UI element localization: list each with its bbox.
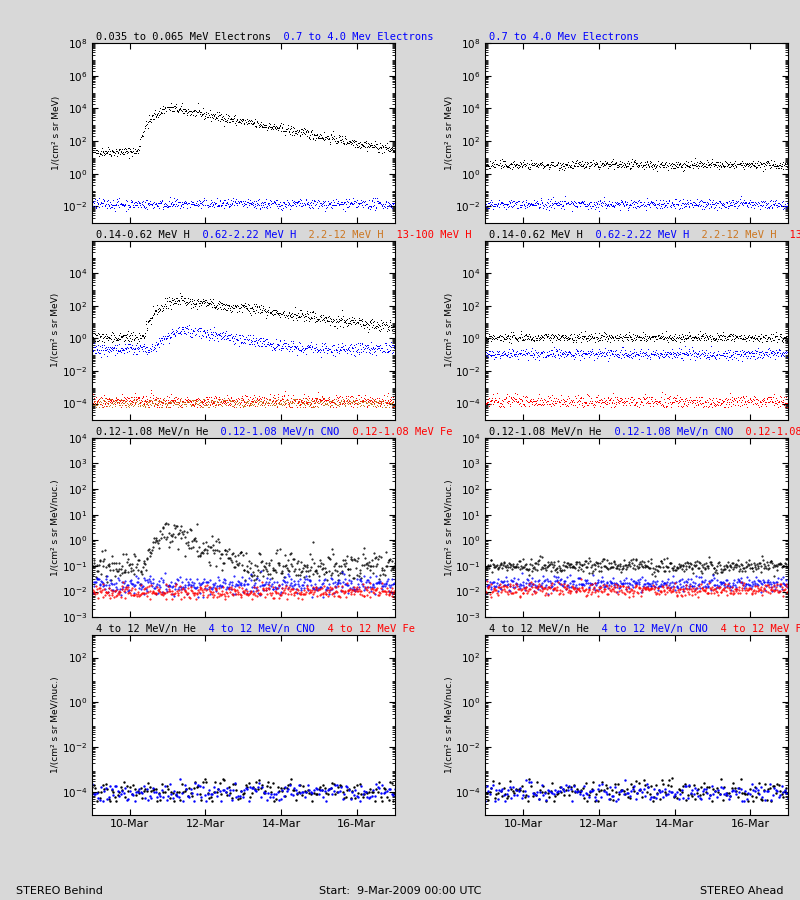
Y-axis label: 1/(cm² s sr MeV/nuc.): 1/(cm² s sr MeV/nuc.) (445, 677, 454, 773)
Y-axis label: 1/(cm² s sr MeV): 1/(cm² s sr MeV) (445, 293, 454, 367)
Text: 0.035 to 0.065 MeV Electrons: 0.035 to 0.065 MeV Electrons (96, 32, 271, 42)
Text: 0.7 to 4.0 Mev Electrons: 0.7 to 4.0 Mev Electrons (271, 32, 434, 42)
Text: 13-100 MeV H: 13-100 MeV H (777, 230, 800, 239)
Text: 0.14-0.62 MeV H: 0.14-0.62 MeV H (96, 230, 190, 239)
Y-axis label: 1/(cm² s sr MeV): 1/(cm² s sr MeV) (51, 293, 60, 367)
Y-axis label: 1/(cm² s sr MeV): 1/(cm² s sr MeV) (445, 95, 454, 170)
Text: STEREO Ahead: STEREO Ahead (701, 886, 784, 896)
Text: 0.62-2.22 MeV H: 0.62-2.22 MeV H (190, 230, 296, 239)
Text: 0.12-1.08 MeV Fe: 0.12-1.08 MeV Fe (340, 427, 452, 436)
Text: 0.14-0.62 MeV H: 0.14-0.62 MeV H (490, 230, 583, 239)
Text: 4 to 12 MeV Fe: 4 to 12 MeV Fe (708, 624, 800, 634)
Text: 4 to 12 MeV/n CNO: 4 to 12 MeV/n CNO (196, 624, 314, 634)
Text: 4 to 12 MeV/n He: 4 to 12 MeV/n He (96, 624, 196, 634)
Text: STEREO Behind: STEREO Behind (16, 886, 103, 896)
Text: 4 to 12 MeV/n He: 4 to 12 MeV/n He (490, 624, 590, 634)
Text: 4 to 12 MeV/n CNO: 4 to 12 MeV/n CNO (590, 624, 708, 634)
Text: 13-100 MeV H: 13-100 MeV H (383, 230, 471, 239)
Text: 2.2-12 MeV H: 2.2-12 MeV H (296, 230, 383, 239)
Y-axis label: 1/(cm² s sr MeV/nuc.): 1/(cm² s sr MeV/nuc.) (445, 479, 454, 576)
Text: 0.12-1.08 MeV/n CNO: 0.12-1.08 MeV/n CNO (602, 427, 733, 436)
Text: 0.12-1.08 MeV/n CNO: 0.12-1.08 MeV/n CNO (209, 427, 340, 436)
Text: 4 to 12 MeV Fe: 4 to 12 MeV Fe (314, 624, 414, 634)
Text: 0.12-1.08 MeV Fe: 0.12-1.08 MeV Fe (733, 427, 800, 436)
Text: 0.12-1.08 MeV/n He: 0.12-1.08 MeV/n He (96, 427, 209, 436)
Y-axis label: 1/(cm² s sr MeV/nuc.): 1/(cm² s sr MeV/nuc.) (51, 479, 60, 576)
Y-axis label: 1/(cm² s sr MeV/nuc.): 1/(cm² s sr MeV/nuc.) (51, 677, 60, 773)
Text: 2.2-12 MeV H: 2.2-12 MeV H (690, 230, 777, 239)
Text: 0.62-2.22 MeV H: 0.62-2.22 MeV H (583, 230, 690, 239)
Y-axis label: 1/(cm² s sr MeV): 1/(cm² s sr MeV) (51, 95, 61, 170)
Text: 0.7 to 4.0 Mev Electrons: 0.7 to 4.0 Mev Electrons (490, 32, 639, 42)
Text: Start:  9-Mar-2009 00:00 UTC: Start: 9-Mar-2009 00:00 UTC (319, 886, 481, 896)
Text: 0.12-1.08 MeV/n He: 0.12-1.08 MeV/n He (490, 427, 602, 436)
